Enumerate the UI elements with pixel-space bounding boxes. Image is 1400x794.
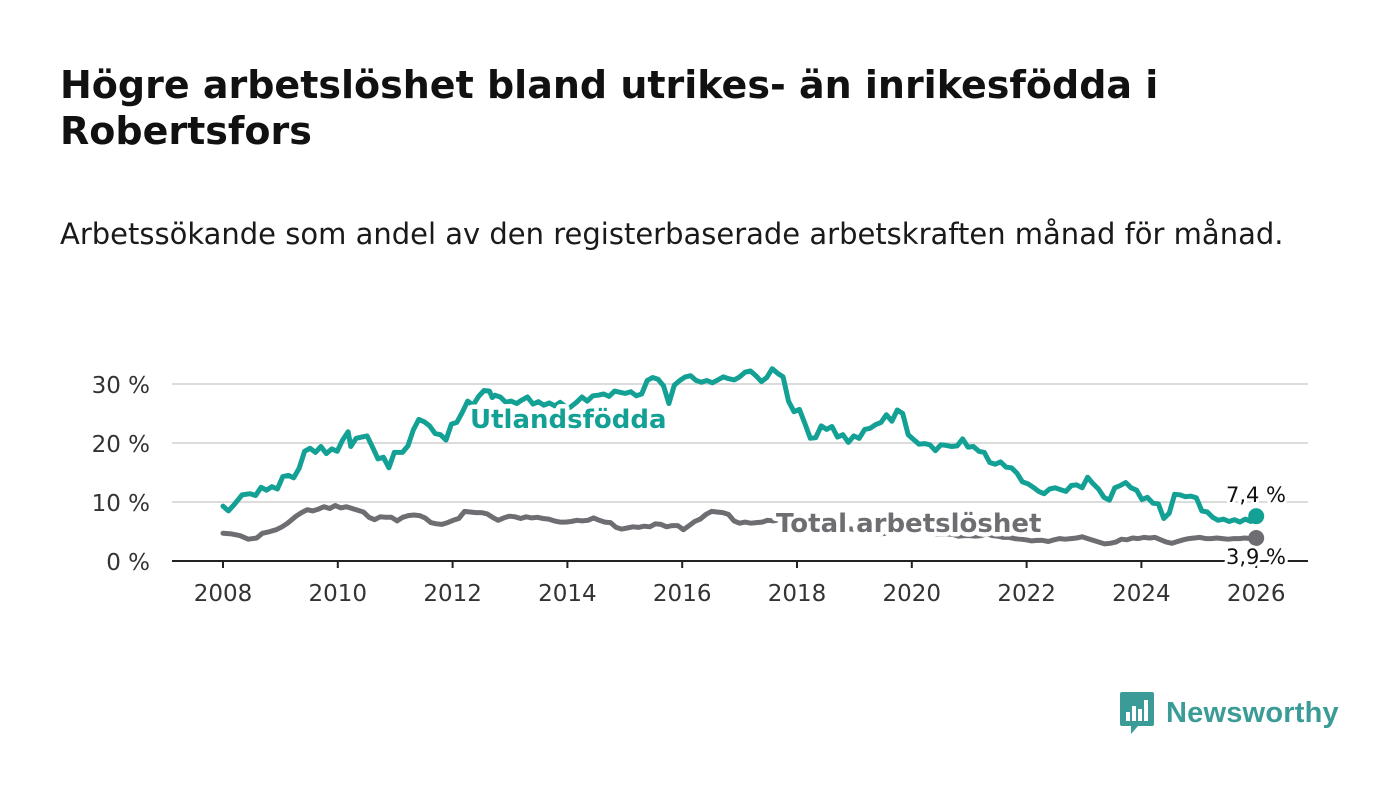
total-arbetsloshet-end-value: 3,9 % [1226, 545, 1286, 569]
y-tick-label: 10 % [92, 491, 150, 517]
y-tick-label: 30 % [92, 373, 150, 399]
x-tick-label: 2020 [883, 581, 942, 607]
newsworthy-wordmark: Newsworthy [1166, 696, 1339, 729]
utlandsfodda-end-marker [1248, 508, 1265, 525]
x-tick-label: 2014 [538, 581, 597, 607]
x-tick-label: 2016 [653, 581, 712, 607]
utlandsfodda-line [220, 366, 1259, 525]
grid-layer [172, 383, 1308, 503]
newsworthy-logo-icon [1120, 692, 1154, 734]
chart-title: Högre arbetslöshet bland utrikes- än inr… [60, 63, 1159, 153]
x-tick-label: 2012 [423, 581, 482, 607]
x-tick-label: 2024 [1112, 581, 1171, 607]
x-tick-label: 2008 [194, 581, 253, 607]
y-tick-label: 0 % [106, 550, 150, 576]
x-tick-label: 2018 [768, 581, 827, 607]
total-arbetsloshet-line [220, 503, 1259, 547]
total-arbetsloshet-end-marker [1248, 529, 1265, 546]
chart-subtitle: Arbetssökande som andel av den registerb… [60, 217, 1284, 251]
label-layer: Utlandsfödda Total arbetslöshet 7,4 % 3,9 % [466, 401, 1290, 573]
total-arbetsloshet-label: Total arbetslöshet [776, 509, 1041, 539]
x-tick-label: 2026 [1227, 581, 1286, 607]
x-tick-label: 2022 [997, 581, 1056, 607]
y-tick-label: 20 % [92, 432, 150, 458]
axis-layer: 0 % 10 % 20 % 30 % 2008 2010 2012 2014 2016 2018 2… [92, 373, 1308, 607]
series-layer [220, 366, 1265, 547]
utlandsfodda-label: Utlandsfödda [470, 405, 667, 435]
x-tick-label: 2010 [309, 581, 368, 607]
newsworthy-logo: Newsworthy [1118, 690, 1339, 736]
utlandsfodda-end-value: 7,4 % [1226, 483, 1286, 507]
